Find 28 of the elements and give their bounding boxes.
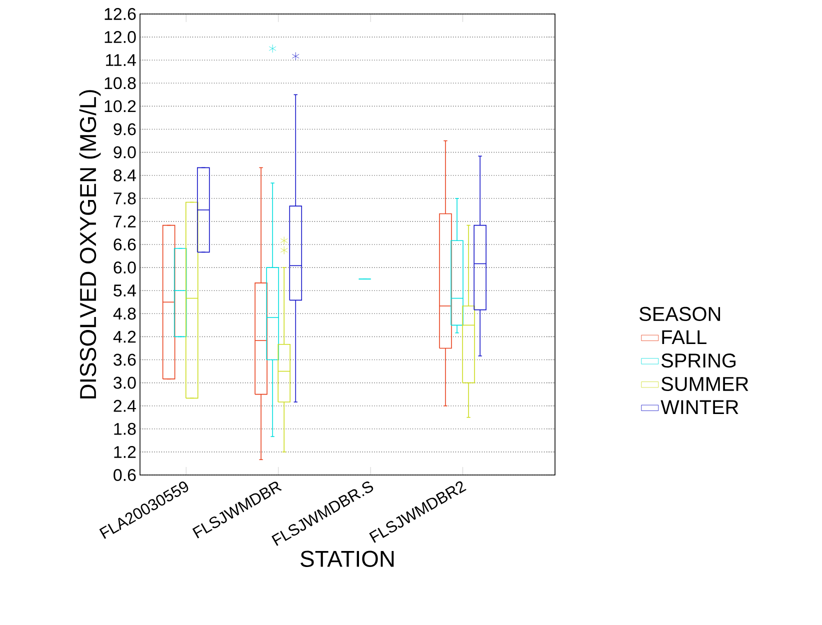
y-tick-label: 2.4 xyxy=(114,400,136,412)
legend-label: FALL xyxy=(662,330,706,344)
y-tick-label: 11.4 xyxy=(106,54,136,66)
y-tick-label: 3.6 xyxy=(114,354,136,366)
y-tick-label: 1.8 xyxy=(114,422,136,435)
y-tick-label: 4.2 xyxy=(113,330,136,343)
y-tick-label: 10.2 xyxy=(104,100,136,112)
y-axis-title: DISSOLVED OXYGEN (MG/L) xyxy=(79,90,101,398)
legend-label: WINTER xyxy=(660,400,738,414)
y-tick-label: 7.2 xyxy=(114,216,136,228)
y-tick-label: 7.8 xyxy=(114,192,136,204)
y-tick-label: 12.0 xyxy=(104,31,136,44)
y-tick-label: 5.4 xyxy=(114,284,136,297)
legend-title: SEASON xyxy=(639,306,720,322)
legend-label: SPRING xyxy=(661,354,736,368)
y-tick-label: 10.8 xyxy=(104,77,136,90)
y-tick-label: 9.6 xyxy=(114,123,136,136)
x-axis-title: STATION xyxy=(300,550,394,567)
y-tick-label: 8.4 xyxy=(114,169,136,182)
y-tick-label: 12.6 xyxy=(104,8,136,20)
y-tick-label: 9.0 xyxy=(114,146,136,158)
y-tick-label: 4.8 xyxy=(113,308,136,320)
y-tick-label: 6.6 xyxy=(114,238,136,250)
y-tick-label: 3.0 xyxy=(114,376,136,389)
legend-label: SUMMER xyxy=(661,376,748,391)
y-tick-label: 1.2 xyxy=(114,446,136,458)
y-tick-label: 0.6 xyxy=(114,469,136,481)
y-tick-label: 6.0 xyxy=(114,262,136,274)
